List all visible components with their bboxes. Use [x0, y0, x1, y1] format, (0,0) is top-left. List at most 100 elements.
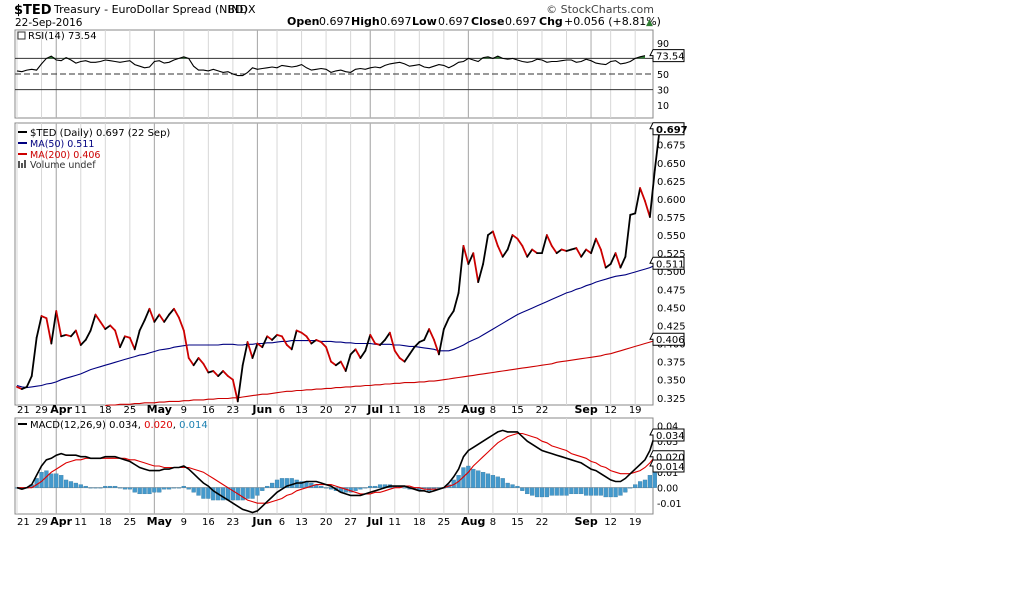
rsi-line [16, 55, 646, 77]
ted-price-segment [168, 307, 175, 316]
x-tick-label: 12 [604, 517, 617, 528]
ted-price-segment [143, 307, 151, 322]
ted-price-segment [70, 329, 77, 338]
ted-price-segment [452, 292, 460, 312]
macd-legend-prefix: MACD(12,26,9) [30, 420, 106, 431]
low-label: Low [412, 15, 437, 28]
high-label: High [351, 15, 380, 28]
ma50-value-tag-box [649, 256, 685, 270]
signal-value-tag: 0.020 [656, 453, 685, 464]
rsi-y-tick-label: 30 [657, 86, 669, 97]
price-y-tick-label: 0.425 [657, 321, 686, 332]
ted-price-segment [531, 248, 538, 255]
x-tick-label: Sep [574, 403, 597, 416]
macd-histogram-bar [132, 487, 137, 493]
x-tick-label: 6 [279, 405, 285, 416]
ted-price-segment [492, 230, 499, 247]
volume-legend-bar [24, 160, 26, 168]
ted-price-segment [344, 353, 352, 372]
macd-histogram-bar [240, 487, 245, 501]
price-y-tick-label: 0.325 [657, 394, 686, 405]
ted-price-segment [158, 313, 166, 323]
ted-price-segment [379, 339, 386, 346]
macd-histogram-bar [279, 478, 285, 488]
ted-price-segment [192, 357, 200, 367]
ted-price-segment [624, 213, 632, 258]
macd-histogram-bar [142, 487, 147, 495]
ted-price-segment [133, 329, 141, 351]
ted-price-segment [599, 248, 607, 269]
ted-price-segment [398, 357, 406, 363]
rsi-y-tick-label: 50 [657, 70, 669, 81]
x-tick-label: 13 [295, 405, 308, 416]
x-tick-label: Apr [50, 515, 72, 528]
x-tick-label: 19 [629, 517, 642, 528]
ted-price-segment [590, 237, 597, 255]
macd-histogram-bar [588, 487, 594, 496]
ma50-line [16, 262, 660, 389]
ted-price-segment [202, 362, 210, 374]
macd-histogram-bar [147, 487, 152, 495]
macd-histogram-bar [289, 478, 294, 488]
ted-price-segment [516, 237, 524, 247]
macd-histogram-bar [186, 487, 191, 490]
ted-price-segment [74, 329, 82, 346]
ted-price-segment [487, 230, 494, 236]
close-label: Close [471, 15, 504, 28]
macd-value-tag: 0.034 [656, 431, 685, 442]
ted-price-segment [182, 329, 190, 359]
x-tick-label: 25 [123, 517, 136, 528]
macd-histogram-bar [368, 485, 373, 488]
price-y-tick-label: 0.600 [657, 195, 686, 206]
ted-price-segment [285, 344, 293, 351]
ted-price-segment [555, 248, 563, 255]
macd-histogram-bar [569, 487, 574, 495]
ted-price-segment [354, 348, 362, 359]
price-y-tick-label: 0.375 [657, 358, 686, 369]
x-tick-label: 20 [320, 517, 333, 528]
ted-price-segment [472, 252, 480, 283]
x-tick-label: 11 [74, 405, 87, 416]
x-tick-label: 15 [511, 405, 524, 416]
histogram-value-tag-box [649, 459, 685, 473]
x-tick-label: 11 [388, 517, 401, 528]
macd-histogram-bar [245, 487, 250, 499]
macd-histogram-bar [54, 473, 59, 488]
ted-price-segment [364, 333, 372, 352]
ted-price-segment [393, 349, 401, 359]
x-tick-label: 18 [413, 517, 426, 528]
macd-histogram-bar [637, 481, 643, 488]
x-tick-label: Jul [366, 403, 383, 416]
macd-histogram-bar [319, 485, 324, 488]
ted-price-segment [501, 248, 509, 258]
volume-legend-bar [18, 161, 20, 168]
ted-price-segment [595, 237, 602, 251]
ted-price-segment [30, 336, 38, 377]
macd-histogram-bar [461, 467, 466, 488]
macd-histogram-bar [559, 487, 564, 496]
macd-histogram-bar [525, 487, 530, 495]
x-tick-label: 25 [437, 517, 450, 528]
x-tick-label: 9 [181, 405, 187, 416]
macd-histogram-bar [63, 479, 69, 488]
x-tick-label: Apr [50, 403, 72, 416]
ted-price-tag-box [649, 122, 685, 136]
macd-histogram-bar [49, 473, 54, 488]
macd-y-tick-label: 0.00 [657, 484, 678, 495]
macd-histogram-bar [117, 487, 123, 489]
ted-price-segment [320, 341, 327, 349]
macd-legend-histogram-value: 0.014 [179, 420, 208, 431]
macd-histogram-bar [44, 470, 49, 488]
ted-price-segment [653, 127, 661, 171]
price-panel: 0.3250.3500.3750.4000.4250.4500.4750.500… [16, 122, 688, 407]
ted-price-segment [222, 370, 229, 377]
ted-price-segment [266, 335, 274, 341]
ted-legend-label: $TED (Daily) 0.697 (22 Sep) [30, 128, 170, 139]
ted-price-segment [256, 342, 264, 349]
ted-price-segment [433, 339, 440, 356]
macd-histogram-bar [98, 487, 103, 489]
macd-histogram-bar [574, 487, 579, 495]
macd-histogram-bar [642, 479, 648, 488]
ted-price-segment [35, 315, 43, 339]
